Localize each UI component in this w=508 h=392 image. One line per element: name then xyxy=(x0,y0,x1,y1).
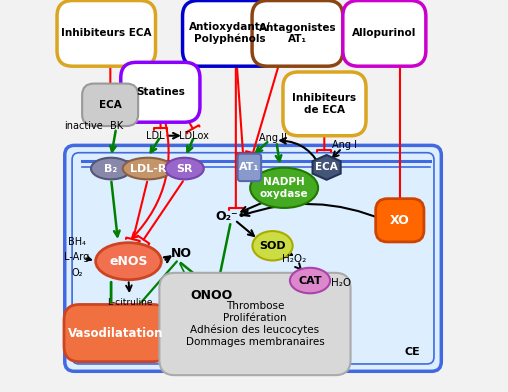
Text: CAT: CAT xyxy=(298,276,322,285)
Text: Ang I: Ang I xyxy=(332,140,357,151)
Text: B₂: B₂ xyxy=(105,163,118,174)
Ellipse shape xyxy=(91,158,131,180)
FancyBboxPatch shape xyxy=(182,0,277,66)
Text: L-citruline: L-citruline xyxy=(107,298,152,307)
Text: BH₄: BH₄ xyxy=(68,237,86,247)
FancyBboxPatch shape xyxy=(283,72,366,136)
Text: Inhibiteurs
de ECA: Inhibiteurs de ECA xyxy=(293,93,357,114)
FancyBboxPatch shape xyxy=(160,273,351,375)
Text: XO: XO xyxy=(390,214,409,227)
Text: NO: NO xyxy=(171,247,192,260)
Text: ONOO: ONOO xyxy=(190,289,233,303)
Ellipse shape xyxy=(290,268,330,293)
Ellipse shape xyxy=(250,168,318,208)
Text: SOD: SOD xyxy=(259,241,286,251)
Text: AT₁: AT₁ xyxy=(239,162,260,172)
Text: ECA: ECA xyxy=(315,162,338,172)
Text: Antagonistes
AT₁: Antagonistes AT₁ xyxy=(259,23,336,44)
Text: LDL-R: LDL-R xyxy=(130,163,166,174)
Ellipse shape xyxy=(123,158,173,180)
Text: Ang II: Ang II xyxy=(259,132,287,143)
Text: Thrombose
Prolifération
Adhésion des leucocytes
Dommages membranaires: Thrombose Prolifération Adhésion des leu… xyxy=(185,301,324,347)
Text: H₂O₂: H₂O₂ xyxy=(282,254,307,264)
Text: Antioxydants/
Polyphénols: Antioxydants/ Polyphénols xyxy=(189,22,271,44)
Text: SR: SR xyxy=(176,163,193,174)
Text: H₂O: H₂O xyxy=(331,278,351,288)
FancyBboxPatch shape xyxy=(238,154,261,181)
Polygon shape xyxy=(312,155,341,180)
Text: Vasodilatation: Vasodilatation xyxy=(69,327,164,339)
Ellipse shape xyxy=(252,231,293,260)
Text: LDL: LDL xyxy=(146,131,165,141)
Text: LDLox: LDLox xyxy=(179,131,209,141)
Ellipse shape xyxy=(165,158,204,180)
Ellipse shape xyxy=(96,243,162,280)
FancyBboxPatch shape xyxy=(375,199,424,242)
Text: L-Arg: L-Arg xyxy=(65,252,90,262)
FancyBboxPatch shape xyxy=(64,305,168,362)
Text: BK: BK xyxy=(110,121,123,131)
Text: inactive: inactive xyxy=(64,121,103,131)
FancyBboxPatch shape xyxy=(252,0,343,66)
Text: O₂⁻•: O₂⁻• xyxy=(215,211,246,223)
FancyBboxPatch shape xyxy=(82,83,138,126)
FancyBboxPatch shape xyxy=(121,62,200,122)
Text: Statines: Statines xyxy=(136,87,185,97)
FancyBboxPatch shape xyxy=(343,0,426,66)
FancyBboxPatch shape xyxy=(57,0,155,66)
Text: O₂: O₂ xyxy=(71,268,83,278)
Text: ECA: ECA xyxy=(99,100,121,110)
FancyBboxPatch shape xyxy=(65,145,441,371)
Text: Allopurinol: Allopurinol xyxy=(352,28,417,38)
Text: NADPH
oxydase: NADPH oxydase xyxy=(260,177,308,199)
Text: CE: CE xyxy=(404,347,420,357)
Text: eNOS: eNOS xyxy=(109,255,148,268)
Text: Inhibiteurs ECA: Inhibiteurs ECA xyxy=(61,28,151,38)
